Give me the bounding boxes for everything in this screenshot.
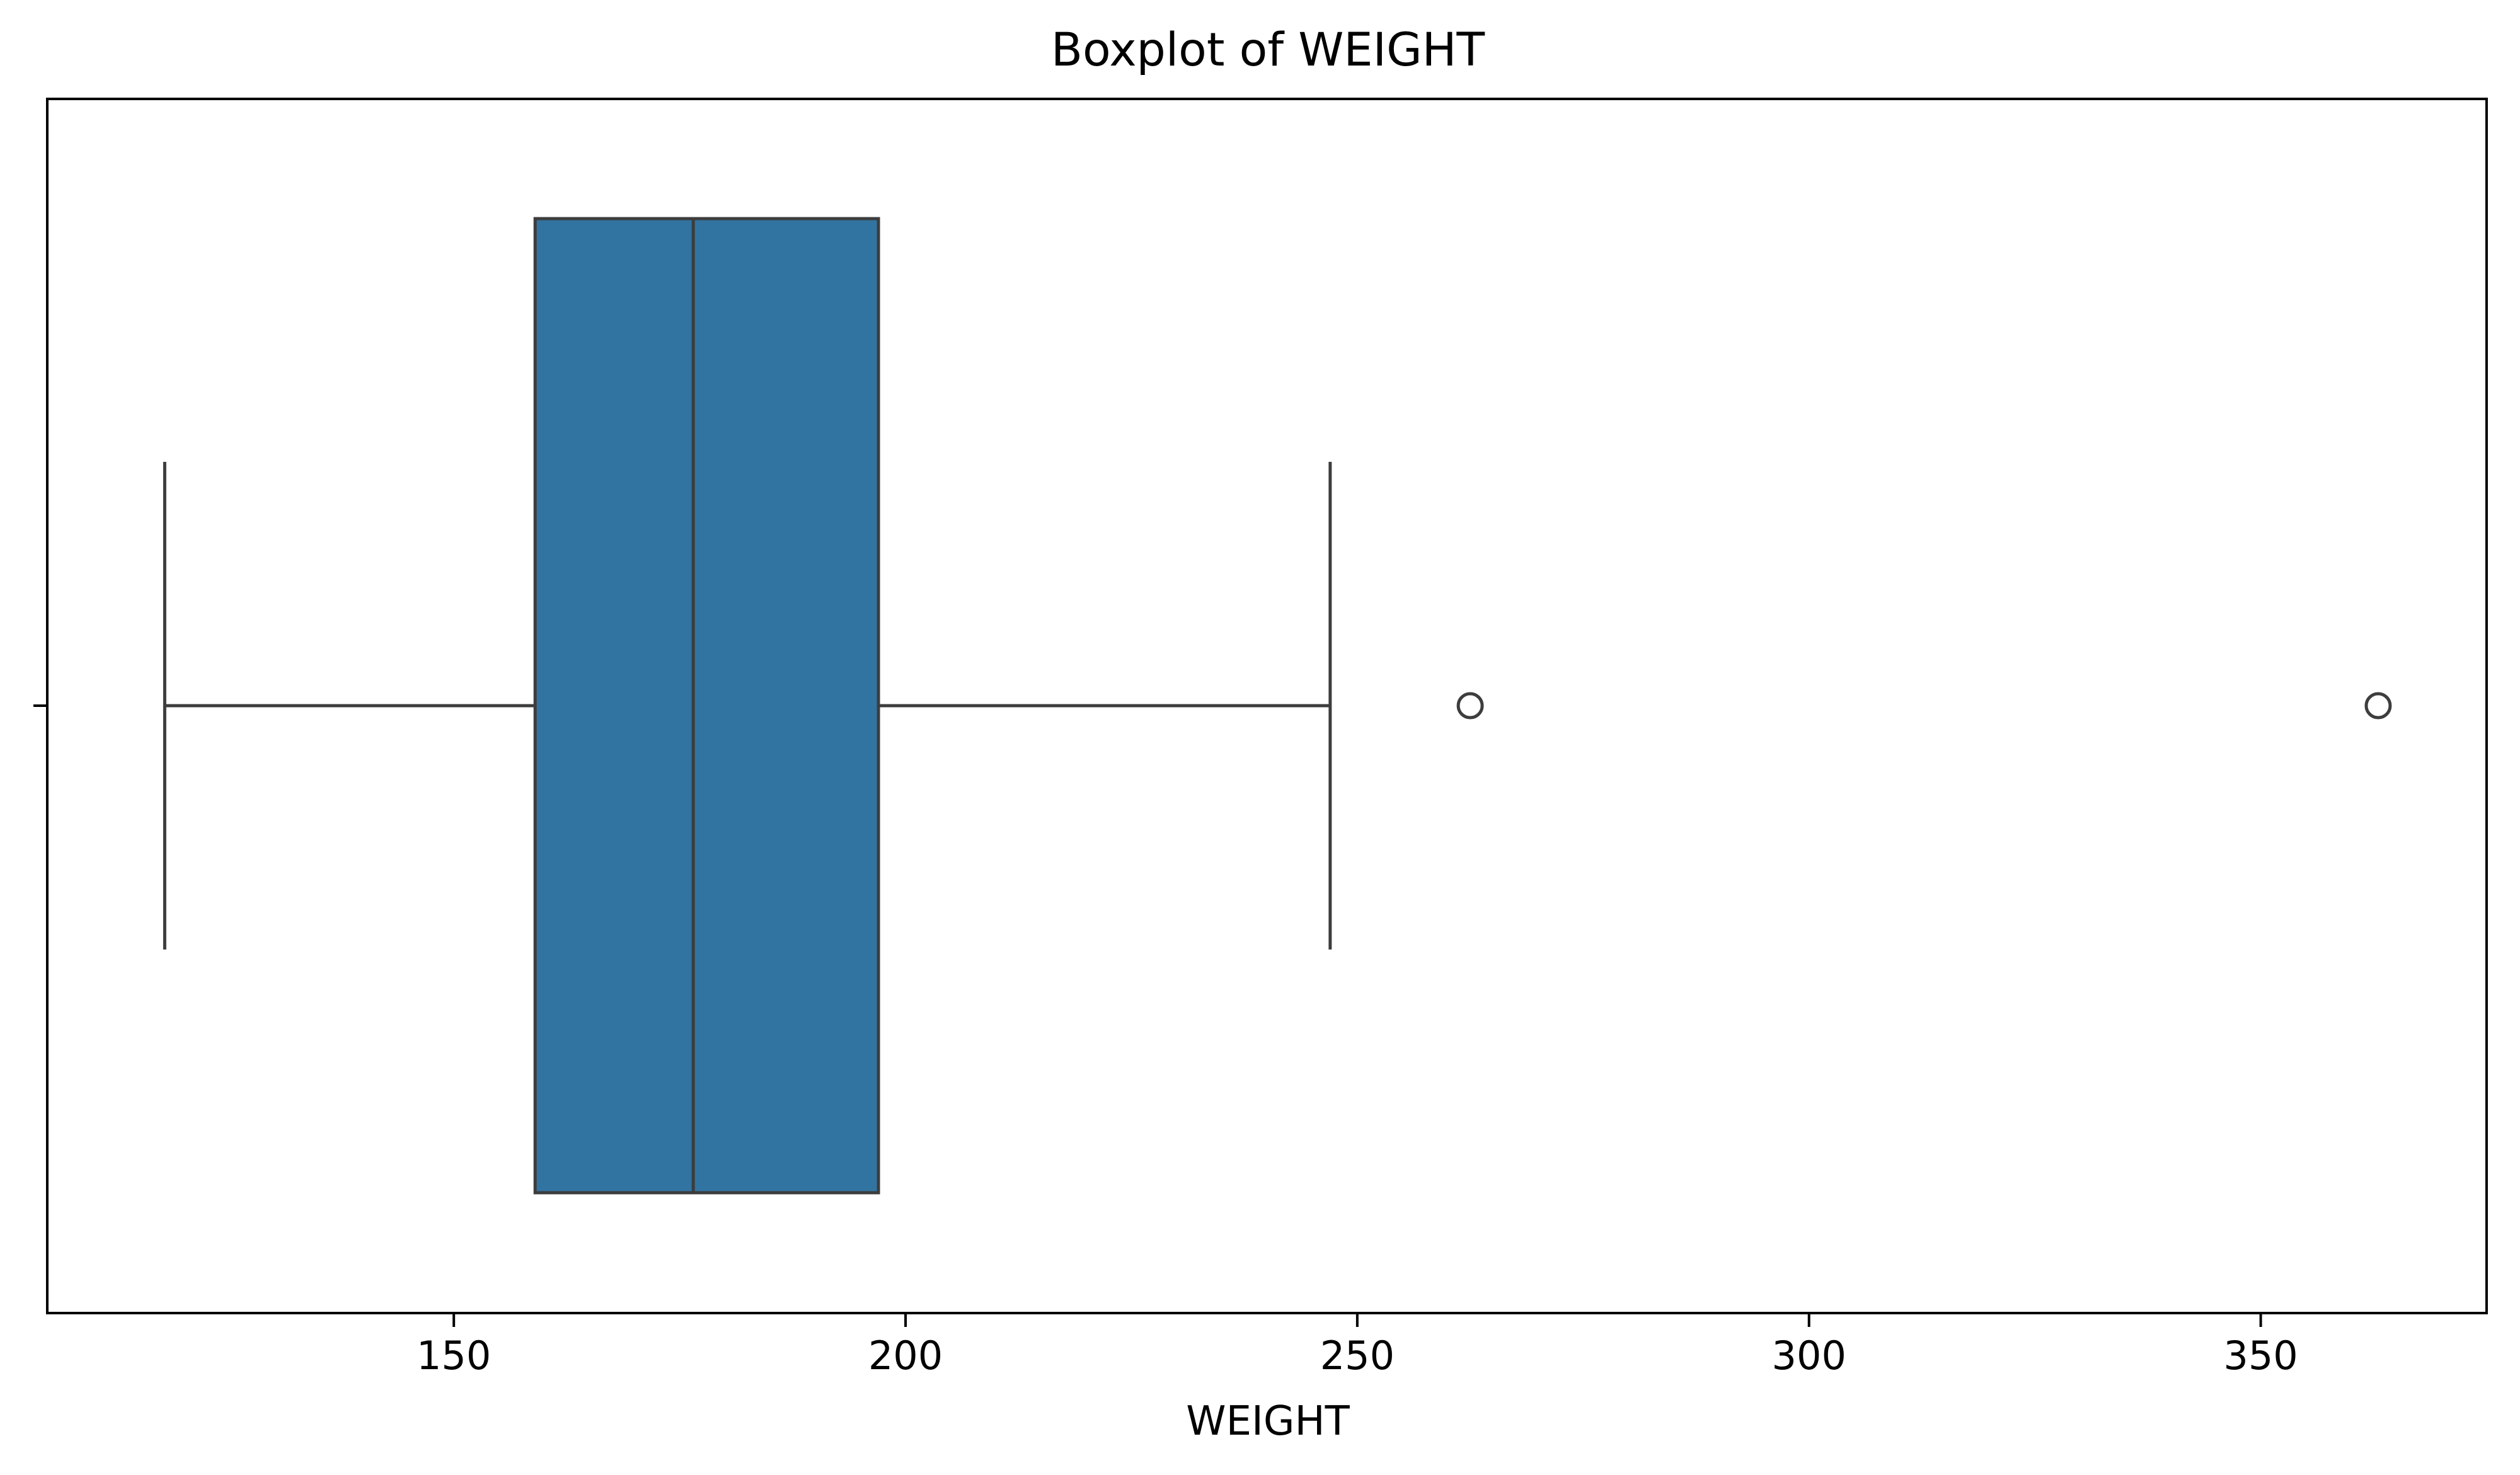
x-tick-label: 200 <box>868 1333 943 1379</box>
x-tick-label: 250 <box>1320 1333 1395 1379</box>
x-tick-label: 150 <box>417 1333 491 1379</box>
chart-title: Boxplot of WEIGHT <box>1051 23 1485 77</box>
outlier-point-1 <box>1456 692 1484 720</box>
x-tick-label: 350 <box>2223 1333 2298 1379</box>
x-axis-label: WEIGHT <box>1186 1398 1350 1445</box>
x-tick-label: 300 <box>1772 1333 1846 1379</box>
iqr-box <box>533 217 880 1195</box>
plot-area: 150 200 250 300 350 <box>33 98 2488 1379</box>
outlier-point-2 <box>2364 692 2392 720</box>
